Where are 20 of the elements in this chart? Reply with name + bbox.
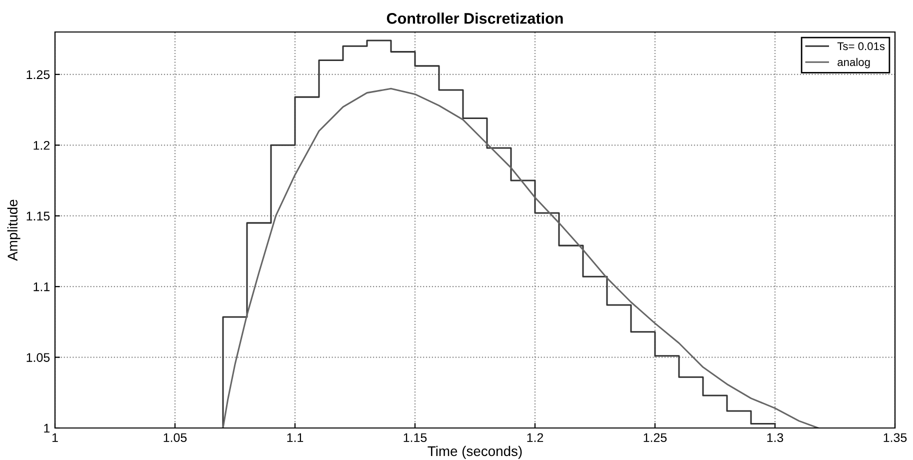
chart-title: Controller Discretization	[386, 12, 563, 24]
line-series	[222, 88, 819, 428]
x-tick-label: 1	[52, 433, 58, 442]
x-tick-label: 1.2	[527, 433, 544, 442]
x-axis-title: Time (seconds)	[428, 446, 522, 459]
x-tick-label: 1.1	[287, 433, 304, 442]
y-axis-title: Amplitude	[7, 200, 20, 261]
x-tick-label: 1.35	[884, 433, 907, 442]
x-tick-label: 1.15	[404, 433, 427, 442]
x-tick-label: 1.3	[767, 433, 784, 442]
y-tick-label: 1.1	[34, 282, 50, 292]
legend-label: analog	[838, 58, 870, 68]
y-tick-label: 1.2	[34, 140, 50, 150]
y-tick-label: 1.15	[26, 212, 50, 221]
x-tick-label: 1.25	[644, 433, 667, 442]
y-tick-label: 1.05	[26, 353, 50, 362]
x-tick-label: 1.05	[164, 433, 187, 442]
y-tick-label: 1.25	[26, 70, 50, 80]
legend-label: Ts= 0.01s	[837, 42, 885, 50]
y-tick-label: 1	[44, 424, 50, 433]
